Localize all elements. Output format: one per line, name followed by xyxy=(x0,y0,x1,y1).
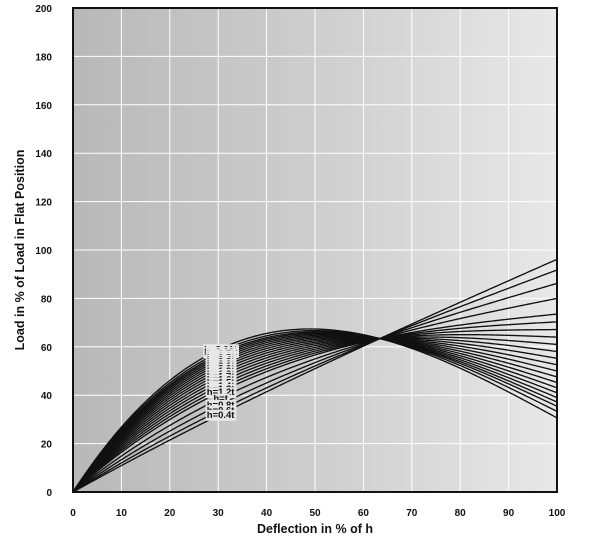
series-curve xyxy=(73,258,557,492)
x-axis-ticks: 0 10 20 30 40 50 60 70 80 90 100 xyxy=(70,508,566,519)
series-curve xyxy=(73,333,557,492)
series-label-background xyxy=(212,393,230,405)
series-curve xyxy=(73,336,557,492)
y-tick-label: 20 xyxy=(41,440,53,451)
y-tick-label: 80 xyxy=(41,294,53,305)
series-label: h=0.8t xyxy=(207,400,236,411)
series-curve xyxy=(73,335,557,492)
series-curve xyxy=(73,282,557,492)
y-axis-ticks: 0 20 40 60 80 100 120 140 160 180 200 xyxy=(35,4,52,499)
series-curve xyxy=(73,331,557,492)
x-tick-label: 80 xyxy=(455,508,467,519)
series-curve xyxy=(73,333,557,492)
series-curve xyxy=(73,337,557,492)
series-curve xyxy=(73,335,557,492)
y-tick-label: 160 xyxy=(35,101,52,112)
series-curve xyxy=(73,337,557,492)
series-curve xyxy=(73,337,557,492)
plot-frame xyxy=(72,7,558,493)
gridlines xyxy=(73,8,557,492)
series-curve xyxy=(73,334,557,492)
y-axis-title: Load in % of Load in Flat Position xyxy=(13,150,27,351)
x-tick-label: 40 xyxy=(261,508,273,519)
series-curve xyxy=(73,321,557,492)
y-tick-label: 140 xyxy=(35,149,52,160)
y-tick-label: 100 xyxy=(35,246,52,257)
series-label-background xyxy=(205,399,237,411)
series-curve xyxy=(73,332,557,492)
series-curve xyxy=(73,313,557,492)
y-tick-label: 60 xyxy=(41,343,53,354)
series-label: h=0.4t xyxy=(207,410,236,421)
series-curve xyxy=(73,329,557,492)
curve-labels: h=3.01th=2.83th=2.7th=2.6th=2.5th=2.4th=… xyxy=(203,344,239,421)
y-tick-label: 120 xyxy=(35,198,52,209)
x-tick-label: 0 xyxy=(70,508,76,519)
series-curve xyxy=(73,297,557,492)
x-tick-label: 50 xyxy=(309,508,321,519)
x-axis-title: Deflection in % of h xyxy=(257,522,373,536)
y-tick-label: 0 xyxy=(46,488,52,499)
x-tick-label: 100 xyxy=(549,508,566,519)
y-tick-label: 180 xyxy=(35,52,52,63)
series-label-background xyxy=(205,387,237,399)
series-curve xyxy=(73,337,557,492)
x-tick-label: 30 xyxy=(213,508,225,519)
y-tick-label: 200 xyxy=(35,4,52,15)
series-label-background xyxy=(205,409,237,421)
x-tick-label: 10 xyxy=(116,508,128,519)
series-curve xyxy=(73,269,557,492)
series-label: h=t xyxy=(213,394,228,405)
series-label: h=1.2t xyxy=(207,387,236,398)
series-curve xyxy=(73,328,557,492)
y-tick-label: 40 xyxy=(41,391,53,402)
x-tick-label: 90 xyxy=(503,508,515,519)
x-tick-label: 20 xyxy=(164,508,176,519)
x-tick-label: 60 xyxy=(358,508,370,519)
series-curve xyxy=(73,328,557,492)
series-curves xyxy=(73,258,557,492)
x-tick-label: 70 xyxy=(406,508,418,519)
series-curve xyxy=(73,336,557,492)
